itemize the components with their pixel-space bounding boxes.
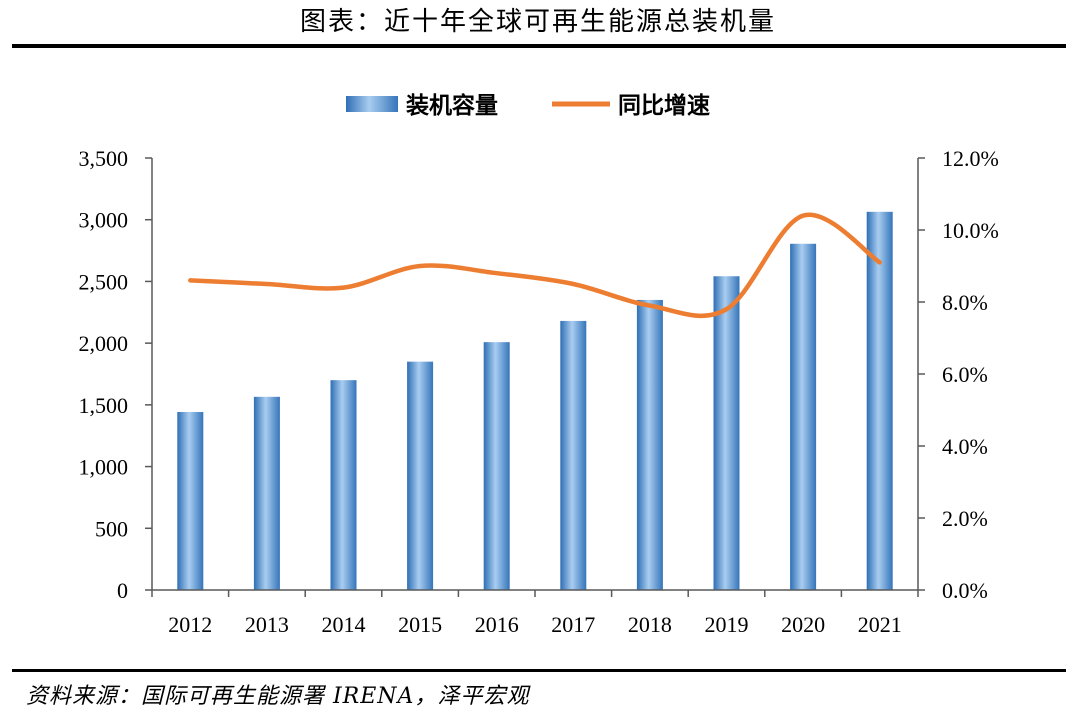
bar-2018: [636, 299, 663, 590]
bar-2021: [866, 211, 893, 590]
bar-2017: [560, 320, 587, 590]
x-tick-label-2017: 2017: [551, 612, 595, 637]
bar-2016: [483, 342, 510, 590]
left-tick-label: 3,000: [79, 208, 129, 233]
x-tick-label-2014: 2014: [322, 612, 366, 637]
bar-2015: [407, 361, 434, 590]
axes: [145, 157, 925, 597]
x-tick-label-2018: 2018: [628, 612, 672, 637]
source-note: 资料来源：国际可再生能源署 IRENA，泽平宏观: [26, 684, 530, 709]
left-tick-label: 3,500: [79, 146, 129, 171]
bar-2012: [177, 412, 204, 590]
bar-2013: [253, 396, 280, 590]
left-tick-label: 0: [117, 578, 128, 603]
right-tick-label: 2.0%: [942, 506, 988, 531]
right-tick-label: 4.0%: [942, 434, 988, 459]
right-tick-label: 8.0%: [942, 290, 988, 315]
x-tick-label-2021: 2021: [858, 612, 902, 637]
legend-label-line: 同比增速: [618, 92, 710, 119]
left-tick-label: 500: [95, 516, 128, 541]
bar-series: [177, 211, 893, 591]
top-rule: [12, 44, 1066, 48]
right-tick-label: 0.0%: [942, 578, 988, 603]
bar-2020: [790, 243, 817, 591]
legend-swatch-bar: [346, 96, 398, 112]
legend: 装机容量 同比增速: [346, 92, 710, 119]
line-series: [188, 212, 882, 319]
x-tick-label-2015: 2015: [398, 612, 442, 637]
growth-rate-line: [188, 212, 882, 319]
x-tick-label-2013: 2013: [245, 612, 289, 637]
left-tick-label: 1,500: [79, 393, 129, 418]
tick-labels: 0 500 1,000 1,500 2,000 2,500 3,000 3,500 0.0% 2.…: [79, 146, 999, 637]
right-tick-label: 12.0%: [942, 146, 999, 171]
x-tick-label-2019: 2019: [705, 612, 749, 637]
left-tick-label: 2,500: [79, 269, 129, 294]
right-tick-label: 6.0%: [942, 362, 988, 387]
left-tick-label: 2,000: [79, 331, 129, 356]
x-tick-label-2016: 2016: [475, 612, 519, 637]
bottom-rule: [12, 669, 1066, 672]
left-tick-label: 1,000: [79, 455, 129, 480]
legend-label-bar: 装机容量: [406, 92, 498, 119]
figure-title: 图表：近十年全球可再生能源总装机量: [299, 7, 776, 37]
x-tick-label-2012: 2012: [168, 612, 212, 637]
bar-2019: [713, 276, 740, 590]
bar-2014: [330, 380, 357, 590]
right-tick-label: 10.0%: [942, 218, 999, 243]
x-tick-label-2020: 2020: [781, 612, 825, 637]
